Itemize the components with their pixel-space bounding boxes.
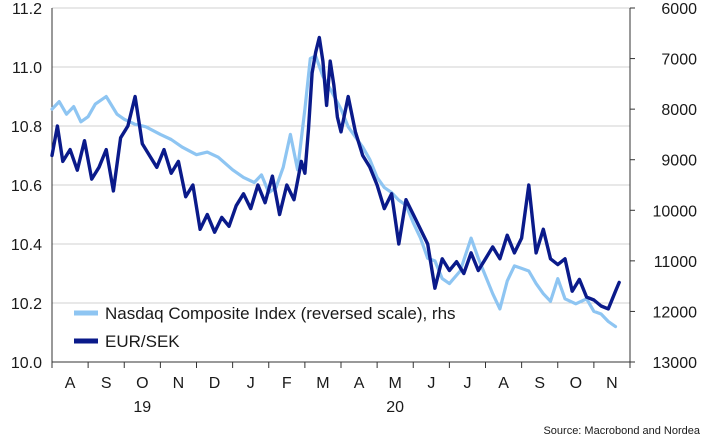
right-tick-label: 11000 bbox=[654, 254, 697, 271]
left-tick-label: 10.2 bbox=[11, 296, 42, 313]
right-tick-label: 9000 bbox=[661, 153, 697, 170]
left-tick-label: 10.8 bbox=[11, 119, 42, 136]
legend-label-1: EUR/SEK bbox=[105, 332, 180, 351]
x-month-label: N bbox=[606, 375, 618, 392]
x-month-label: S bbox=[101, 375, 112, 392]
x-month-label: O bbox=[570, 375, 582, 392]
right-tick-label: 13000 bbox=[653, 355, 698, 372]
x-year-label: 19 bbox=[133, 399, 151, 416]
x-month-label: M bbox=[316, 375, 329, 392]
source-note: Source: Macrobond and Nordea bbox=[543, 425, 700, 437]
x-month-label: J bbox=[247, 375, 255, 392]
x-month-label: A bbox=[498, 375, 509, 392]
x-year-label: 20 bbox=[386, 399, 404, 416]
left-tick-label: 11.2 bbox=[12, 1, 42, 18]
x-month-label: J bbox=[463, 375, 471, 392]
right-y-axis: 6000 7000 8000 9000 10000 11000 12000 13000 bbox=[630, 1, 697, 372]
x-month-label: N bbox=[173, 375, 185, 392]
x-month-label: F bbox=[282, 375, 292, 392]
legend-label-0: Nasdaq Composite Index (reversed scale),… bbox=[105, 304, 456, 323]
left-tick-label: 10.6 bbox=[11, 178, 42, 195]
left-tick-label: 10.4 bbox=[11, 237, 42, 254]
x-month-label: D bbox=[209, 375, 221, 392]
left-tick-label: 11.0 bbox=[12, 60, 42, 77]
series-layer bbox=[50, 35, 621, 329]
left-tick-label: 10.0 bbox=[11, 355, 42, 372]
right-tick-label: 12000 bbox=[653, 304, 698, 321]
right-tick-label: 10000 bbox=[653, 203, 698, 220]
legend: Nasdaq Composite Index (reversed scale),… bbox=[74, 304, 456, 351]
x-month-label: O bbox=[136, 375, 148, 392]
right-tick-label: 8000 bbox=[661, 102, 697, 119]
right-tick-label: 7000 bbox=[661, 52, 697, 69]
x-month-label: M bbox=[389, 375, 402, 392]
x-month-label: A bbox=[354, 375, 365, 392]
series-line-1 bbox=[50, 35, 621, 311]
x-month-label: J bbox=[427, 375, 435, 392]
right-tick-label: 6000 bbox=[661, 1, 697, 18]
x-month-label: S bbox=[534, 375, 545, 392]
left-y-axis: 10.0 10.2 10.4 10.6 10.8 11.0 11.2 bbox=[11, 1, 42, 372]
x-month-label: A bbox=[65, 375, 76, 392]
x-axis: A S O N D J F M A M J J A S O N 19 20 bbox=[51, 362, 631, 416]
